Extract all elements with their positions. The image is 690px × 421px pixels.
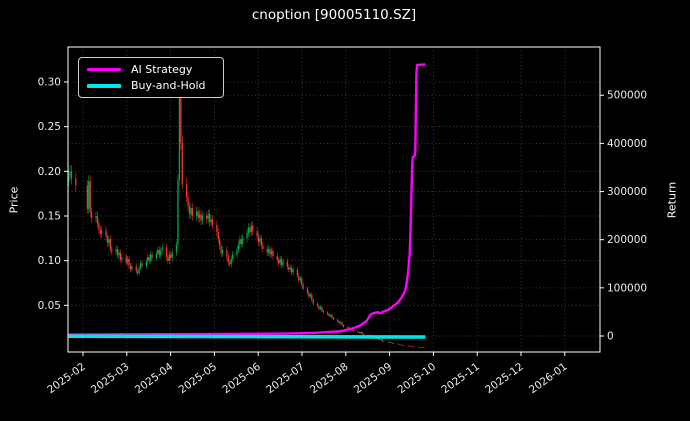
axis-ticks	[64, 81, 604, 356]
date-tick-label: 2025-05	[177, 361, 220, 396]
series-buy-and-hold	[68, 334, 426, 339]
return-tick-label: 0	[607, 330, 614, 342]
series-ai-strategy	[68, 63, 426, 336]
date-tick-label: 2026-01	[527, 361, 570, 396]
date-tick-label: 2025-12	[483, 361, 526, 396]
legend-label: Buy-and-Hold	[131, 79, 206, 93]
price-tick-label: 0.05	[38, 300, 61, 312]
legend-label: AI Strategy	[131, 62, 193, 76]
buy-and-hold-line-swatch	[87, 83, 121, 88]
price-tick-label: 0.30	[38, 77, 61, 89]
ai-strategy-line-swatch	[87, 67, 121, 71]
legend-item-buy-and-hold: Buy-and-Hold	[87, 79, 215, 92]
return-tick-label: 500000	[607, 90, 647, 102]
chart-title: cnoption [90005110.SZ]	[251, 7, 417, 23]
return-tick-label: 400000	[607, 138, 647, 150]
legend-item-ai-strategy: AI Strategy	[87, 63, 215, 76]
date-tick-label: 2025-03	[89, 361, 132, 396]
date-tick-label: 2025-11	[439, 361, 482, 396]
date-tick-label: 2025-02	[45, 361, 88, 396]
candlestick-series	[67, 63, 425, 348]
axis-tick-labels: 0.05 0.10 0.15 0.20 0.25 0.30 0 100000 200000 300…	[38, 77, 647, 397]
date-tick-label: 2025-04	[133, 361, 176, 397]
plot-border	[67, 46, 601, 353]
legend: AI Strategy Buy-and-Hold	[78, 57, 224, 98]
price-tick-label: 0.20	[38, 166, 61, 178]
return-tick-label: 100000	[607, 282, 647, 294]
price-tick-label: 0.15	[38, 211, 61, 223]
return-tick-label: 300000	[607, 186, 647, 198]
date-tick-label: 2025-10	[396, 361, 439, 396]
price-tick-label: 0.25	[38, 121, 61, 133]
date-tick-label: 2025-07	[264, 361, 307, 396]
date-tick-label: 2025-08	[308, 361, 351, 396]
date-tick-label: 2025-09	[352, 361, 395, 396]
return-tick-label: 200000	[607, 234, 647, 246]
price-tick-label: 0.10	[38, 255, 61, 267]
date-tick-label: 2025-06	[220, 361, 263, 397]
